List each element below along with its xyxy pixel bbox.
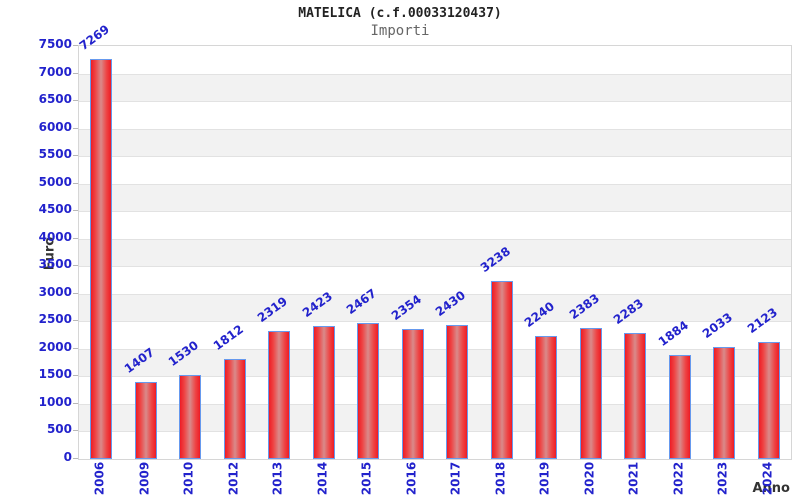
gridline xyxy=(79,321,791,322)
plot-background-band xyxy=(79,211,791,239)
plot-background-band xyxy=(79,183,791,212)
bar-2016 xyxy=(401,329,424,459)
plot-area xyxy=(78,45,792,460)
plot-background-band xyxy=(79,73,791,102)
x-tick-label: 2014 xyxy=(315,461,330,496)
x-tick-label: 2013 xyxy=(270,461,285,496)
x-tick-label: 2022 xyxy=(671,461,686,496)
y-tick-mark xyxy=(73,238,78,239)
y-tick-label: 5000 xyxy=(38,175,72,189)
chart-title: MATELICA (c.f.00033120437) xyxy=(298,6,502,21)
y-tick-label: 5500 xyxy=(38,147,72,161)
y-tick-mark xyxy=(73,73,78,74)
plot-background-band xyxy=(79,266,791,294)
y-tick-mark xyxy=(73,183,78,184)
plot-background-band xyxy=(79,293,791,322)
x-tick-label: 2019 xyxy=(537,461,552,496)
y-tick-mark xyxy=(73,293,78,294)
plot-background-band xyxy=(79,46,791,74)
x-tick-label: 2009 xyxy=(137,461,152,496)
bar-2019 xyxy=(535,335,558,459)
y-tick-mark xyxy=(73,403,78,404)
y-tick-label: 2500 xyxy=(38,312,72,326)
gridline xyxy=(79,129,791,130)
y-tick-mark xyxy=(73,210,78,211)
bar-2021 xyxy=(624,333,647,459)
y-tick-label: 4500 xyxy=(38,202,72,216)
x-tick-label: 2010 xyxy=(181,461,196,496)
gridline xyxy=(79,404,791,405)
y-tick-label: 6000 xyxy=(38,120,72,134)
x-tick-label: 2020 xyxy=(582,461,597,496)
bar-2006 xyxy=(90,58,113,459)
x-tick-label: 2018 xyxy=(493,461,508,496)
bar-2015 xyxy=(357,323,380,459)
x-tick-label: 2017 xyxy=(448,461,463,496)
y-tick-mark xyxy=(73,458,78,459)
y-tick-mark xyxy=(73,45,78,46)
y-tick-label: 0 xyxy=(63,450,72,464)
y-tick-mark xyxy=(73,375,78,376)
gridline xyxy=(79,101,791,102)
y-tick-mark xyxy=(73,100,78,101)
x-tick-label: 2015 xyxy=(359,461,374,496)
y-tick-mark xyxy=(73,430,78,431)
y-tick-label: 2000 xyxy=(38,340,72,354)
gridline xyxy=(79,376,791,377)
x-tick-label: 2021 xyxy=(626,461,641,496)
bar-2024 xyxy=(757,342,780,459)
y-tick-label: 7000 xyxy=(38,65,72,79)
plot-background-band xyxy=(79,321,791,349)
gridline xyxy=(79,184,791,185)
x-tick-label: 2016 xyxy=(404,461,419,496)
y-tick-label: 1500 xyxy=(38,367,72,381)
gridline xyxy=(79,431,791,432)
plot-background-band xyxy=(79,238,791,267)
bar-2013 xyxy=(268,331,291,459)
gridline xyxy=(79,156,791,157)
chart-subtitle: Importi xyxy=(370,23,430,39)
y-tick-mark xyxy=(73,155,78,156)
y-tick-label: 6500 xyxy=(38,92,72,106)
bar-2020 xyxy=(579,327,602,459)
gridline xyxy=(79,294,791,295)
x-tick-label: 2024 xyxy=(760,461,775,496)
gridline xyxy=(79,239,791,240)
plot-background-band xyxy=(79,128,791,157)
plot-background-band xyxy=(79,101,791,129)
gridline xyxy=(79,266,791,267)
y-tick-label: 7500 xyxy=(38,37,72,51)
y-tick-mark xyxy=(73,320,78,321)
bar-2023 xyxy=(713,347,736,459)
gridline xyxy=(79,211,791,212)
y-tick-label: 1000 xyxy=(38,395,72,409)
y-tick-mark xyxy=(73,348,78,349)
y-tick-label: 3500 xyxy=(38,257,72,271)
bar-2010 xyxy=(179,374,202,459)
y-tick-mark xyxy=(73,265,78,266)
plot-background-band xyxy=(79,156,791,184)
y-tick-label: 4000 xyxy=(38,230,72,244)
bar-2018 xyxy=(490,280,513,459)
x-tick-label: 2006 xyxy=(92,461,107,496)
bar-2022 xyxy=(668,355,691,459)
y-tick-label: 500 xyxy=(46,422,72,436)
bar-2012 xyxy=(223,359,246,459)
bar-2017 xyxy=(446,325,469,459)
y-tick-mark xyxy=(73,128,78,129)
bar-2014 xyxy=(312,325,335,459)
bar-2009 xyxy=(134,381,157,459)
x-axis-title: Anno xyxy=(752,481,790,496)
x-tick-label: 2012 xyxy=(226,461,241,496)
gridline xyxy=(79,349,791,350)
y-tick-label: 3000 xyxy=(38,285,72,299)
gridline xyxy=(79,74,791,75)
x-tick-label: 2023 xyxy=(715,461,730,496)
